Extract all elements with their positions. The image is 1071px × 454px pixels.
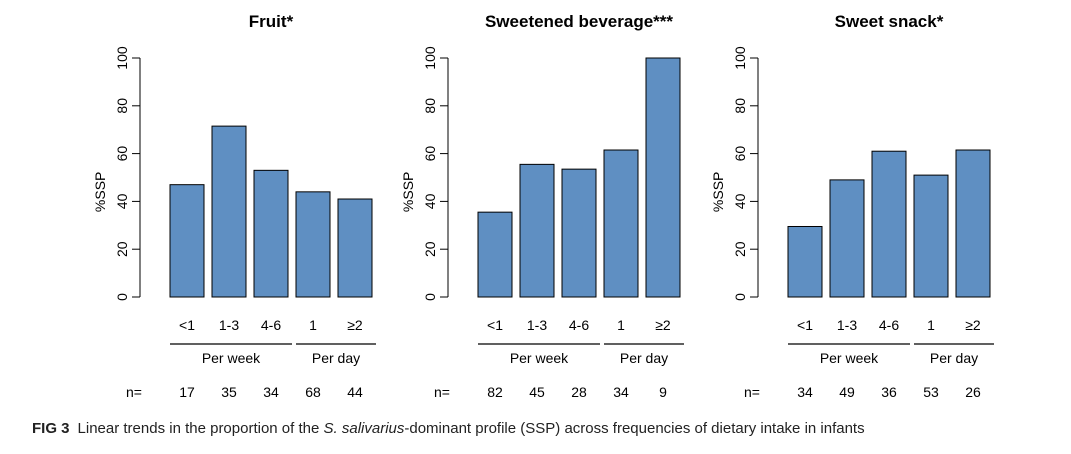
x-tick-label: 4-6 [569, 317, 589, 333]
group-label: Per week [202, 350, 261, 366]
group-label: Per day [930, 350, 978, 366]
x-tick-label: ≥2 [655, 317, 671, 333]
bar [337, 198, 373, 298]
y-tick-label: 40 [114, 193, 130, 209]
bar [477, 211, 513, 298]
y-tick-label: 100 [422, 46, 438, 70]
y-axis-title: %SSP [400, 172, 416, 212]
n-value: 17 [179, 384, 195, 400]
x-tick-label: 1 [927, 317, 935, 333]
n-value: 53 [923, 384, 939, 400]
panel-title: Sweetened beverage*** [485, 12, 673, 31]
figure-label: FIG 3 [32, 420, 70, 437]
y-tick-label: 100 [114, 46, 130, 70]
x-tick-label: 1-3 [837, 317, 857, 333]
y-tick-label: 80 [114, 98, 130, 114]
n-value: 34 [613, 384, 629, 400]
caption-species: S. salivarius [323, 420, 405, 437]
x-tick-label: ≥2 [965, 317, 981, 333]
n-value: 34 [797, 384, 813, 400]
n-value: 82 [487, 384, 503, 400]
y-tick-label: 40 [732, 193, 748, 209]
group-label: Per week [820, 350, 879, 366]
y-tick-label: 40 [422, 193, 438, 209]
caption-text-before: Linear trends in the proportion of the [77, 420, 324, 437]
y-tick-label: 0 [422, 293, 438, 301]
x-tick-label: 4-6 [261, 317, 281, 333]
n-value: 28 [571, 384, 587, 400]
group-label: Per day [620, 350, 668, 366]
bar [253, 169, 289, 298]
bar [211, 125, 247, 298]
figure-caption: FIG 3 Linear trends in the proportion of … [32, 420, 1062, 437]
bar [561, 168, 597, 298]
n-value: 36 [881, 384, 897, 400]
y-tick-label: 0 [114, 293, 130, 301]
bar [645, 57, 681, 298]
group-label: Per day [312, 350, 360, 366]
bar [871, 150, 907, 298]
n-label: n= [744, 384, 760, 400]
bar [169, 184, 205, 298]
n-value: 26 [965, 384, 981, 400]
n-value: 34 [263, 384, 279, 400]
x-tick-label: 1 [617, 317, 625, 333]
n-value: 49 [839, 384, 855, 400]
y-tick-label: 20 [114, 241, 130, 257]
x-tick-label: ≥2 [347, 317, 363, 333]
n-value: 35 [221, 384, 237, 400]
y-tick-label: 60 [114, 146, 130, 162]
x-tick-label: <1 [797, 317, 813, 333]
x-tick-label: 4-6 [879, 317, 899, 333]
y-tick-label: 60 [422, 146, 438, 162]
x-tick-label: <1 [487, 317, 503, 333]
y-axis-title: %SSP [92, 172, 108, 212]
caption-text-after: -dominant profile (SSP) across frequenci… [404, 420, 865, 437]
y-tick-label: 0 [732, 293, 748, 301]
y-tick-label: 60 [732, 146, 748, 162]
bar [295, 191, 331, 298]
n-value: 45 [529, 384, 545, 400]
bar [913, 174, 949, 298]
panel-title: Fruit* [249, 12, 294, 31]
x-tick-label: 1 [309, 317, 317, 333]
y-tick-label: 80 [732, 98, 748, 114]
bar [787, 225, 823, 298]
n-value: 44 [347, 384, 363, 400]
y-axis-title: %SSP [710, 172, 726, 212]
y-tick-label: 80 [422, 98, 438, 114]
y-tick-label: 100 [732, 46, 748, 70]
n-label: n= [126, 384, 142, 400]
y-tick-label: 20 [422, 241, 438, 257]
bar [955, 149, 991, 298]
bar [519, 163, 555, 298]
n-value: 9 [659, 384, 667, 400]
n-label: n= [434, 384, 450, 400]
group-label: Per week [510, 350, 569, 366]
x-tick-label: <1 [179, 317, 195, 333]
x-tick-label: 1-3 [527, 317, 547, 333]
y-tick-label: 20 [732, 241, 748, 257]
x-tick-label: 1-3 [219, 317, 239, 333]
panel-title: Sweet snack* [835, 12, 944, 31]
bar [603, 149, 639, 298]
n-value: 68 [305, 384, 321, 400]
bar [829, 179, 865, 298]
